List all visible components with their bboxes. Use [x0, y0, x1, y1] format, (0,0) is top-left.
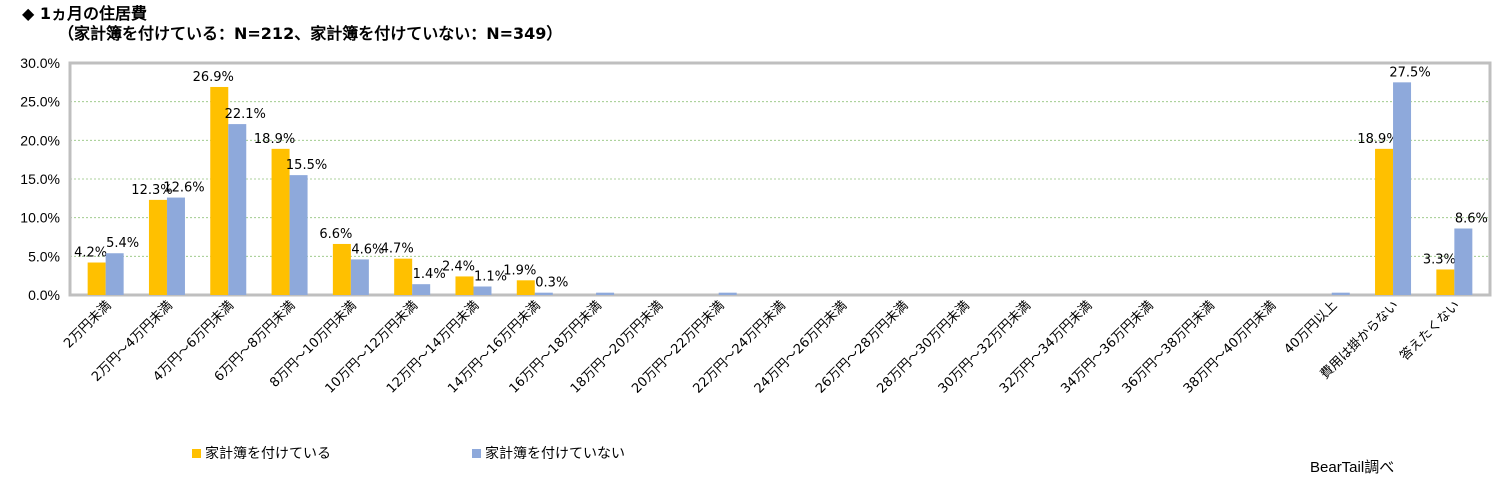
title-line-2: （家計簿を付けている：N=212、家計簿を付けていない：N=349）	[58, 24, 563, 43]
data-label-series1: 12.3%	[131, 183, 172, 198]
y-tick-label: 15.0%	[20, 171, 60, 187]
bar-series2	[228, 124, 247, 296]
bar-series1	[394, 258, 413, 295]
bar-series2	[1393, 82, 1412, 295]
legend-swatch-series1	[192, 448, 201, 458]
y-tick-label: 30.0%	[20, 55, 60, 71]
bar-series2	[289, 175, 308, 295]
bar-series2	[1331, 292, 1350, 295]
legend-item-series1: 家計簿を付けている	[192, 443, 331, 463]
data-label-series1: 18.9%	[1357, 132, 1398, 147]
bar-series2	[534, 292, 553, 295]
x-tick-label: 40万円以上	[1281, 298, 1340, 357]
bar-series2	[166, 197, 185, 295]
data-label-series2: 5.4%	[106, 236, 139, 251]
data-label-series1: 18.9%	[254, 132, 295, 147]
plot-frame	[68, 61, 1492, 297]
data-label-series2: 15.5%	[286, 158, 327, 173]
data-label-series1: 4.7%	[381, 242, 414, 257]
data-label-series2: 4.6%	[351, 242, 384, 257]
data-label-series2: 22.1%	[225, 107, 266, 122]
data-label-series2: 8.6%	[1455, 211, 1488, 226]
bar-series1	[210, 86, 229, 296]
bar-series1	[271, 148, 290, 295]
bar-series1	[87, 262, 106, 295]
legend-label-series2: 家計簿を付けていない	[485, 446, 625, 462]
bar-series1	[332, 243, 351, 295]
legend-item-series2: 家計簿を付けていない	[472, 443, 625, 463]
y-tick-label: 10.0%	[20, 210, 60, 226]
data-label-series1: 1.9%	[503, 263, 536, 278]
chart-title: ◆ 1ヵ月の住居費 （家計簿を付けている：N=212、家計簿を付けていない：N=…	[22, 4, 562, 44]
legend-swatch-series2	[472, 448, 481, 458]
data-label-series1: 4.2%	[74, 246, 107, 261]
bar-series2	[1454, 228, 1473, 295]
bar-series2	[596, 292, 615, 295]
y-tick-label: 0.0%	[28, 287, 60, 303]
bar-series1	[1375, 148, 1394, 295]
bar-series2	[350, 259, 369, 295]
data-label-series1: 3.3%	[1423, 252, 1456, 267]
bar-series1	[516, 280, 535, 295]
bar-series1	[1436, 269, 1455, 295]
bar-series2	[718, 292, 737, 295]
y-tick-label: 5.0%	[28, 248, 60, 264]
data-label-series1: 26.9%	[193, 70, 234, 85]
data-label-series2: 1.1%	[474, 269, 507, 284]
y-tick-label: 25.0%	[20, 94, 60, 110]
data-label-series1: 6.6%	[319, 227, 352, 242]
x-tick-label: 答えたくない	[1397, 298, 1463, 364]
data-label-series2: 12.6%	[163, 181, 204, 196]
bar-series2	[412, 284, 431, 295]
data-label-series1: 2.4%	[442, 259, 475, 274]
bar-series1	[455, 276, 474, 295]
data-label-series2: 27.5%	[1389, 65, 1430, 80]
source-note: BearTail調べ	[1310, 459, 1395, 476]
bar-series1	[148, 199, 167, 295]
title-line-1: ◆ 1ヵ月の住居費	[22, 4, 148, 23]
bar-series2	[105, 253, 124, 295]
data-label-series2: 1.4%	[413, 267, 446, 282]
x-tick-label: 2万円未満	[61, 298, 114, 351]
data-label-series2: 0.3%	[535, 276, 568, 291]
legend-label-series1: 家計簿を付けている	[205, 446, 331, 462]
bar-series2	[473, 286, 492, 295]
y-tick-label: 20.0%	[20, 132, 60, 148]
